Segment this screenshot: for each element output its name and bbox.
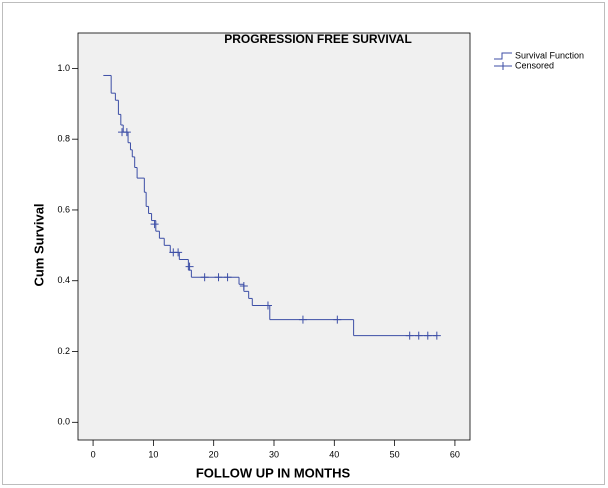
y-tick-label: 1.0 [57, 63, 70, 73]
legend-label: Survival Function [515, 50, 584, 60]
legend-icon [494, 52, 512, 60]
censored-marker [414, 331, 423, 340]
x-tick-label: 50 [390, 449, 400, 459]
censored-marker [174, 248, 183, 257]
y-tick-label: 0.4 [57, 275, 70, 285]
x-tick-label: 40 [329, 449, 339, 459]
x-tick-label: 10 [148, 449, 158, 459]
censored-marker [223, 273, 232, 282]
censored-marker [298, 315, 307, 324]
y-tick-label: 0.6 [57, 204, 70, 214]
x-tick-label: 60 [450, 449, 460, 459]
censored-marker [200, 273, 209, 282]
x-tick-label: 0 [91, 449, 96, 459]
legend-icon [494, 62, 512, 70]
censored-marker [150, 220, 159, 229]
y-axis-label: Cum Survival [31, 203, 46, 286]
y-tick-label: 0.0 [57, 417, 70, 427]
censored-marker [432, 331, 441, 340]
censored-marker [239, 282, 248, 291]
x-tick-label: 30 [269, 449, 279, 459]
censored-marker [122, 128, 131, 137]
y-tick-label: 0.8 [57, 134, 70, 144]
censored-marker [405, 331, 414, 340]
legend-label: Censored [515, 60, 554, 70]
x-tick-label: 20 [209, 449, 219, 459]
censored-marker [333, 315, 342, 324]
censored-marker [185, 262, 194, 271]
y-tick-label: 0.2 [57, 346, 70, 356]
chart-title: PROGRESSION FREE SURVIVAL [224, 32, 412, 46]
censored-marker [263, 301, 272, 310]
censored-marker [214, 273, 223, 282]
plot-area [77, 32, 471, 441]
censored-marker [423, 331, 432, 340]
x-axis-label: FOLLOW UP IN MONTHS [196, 465, 351, 480]
